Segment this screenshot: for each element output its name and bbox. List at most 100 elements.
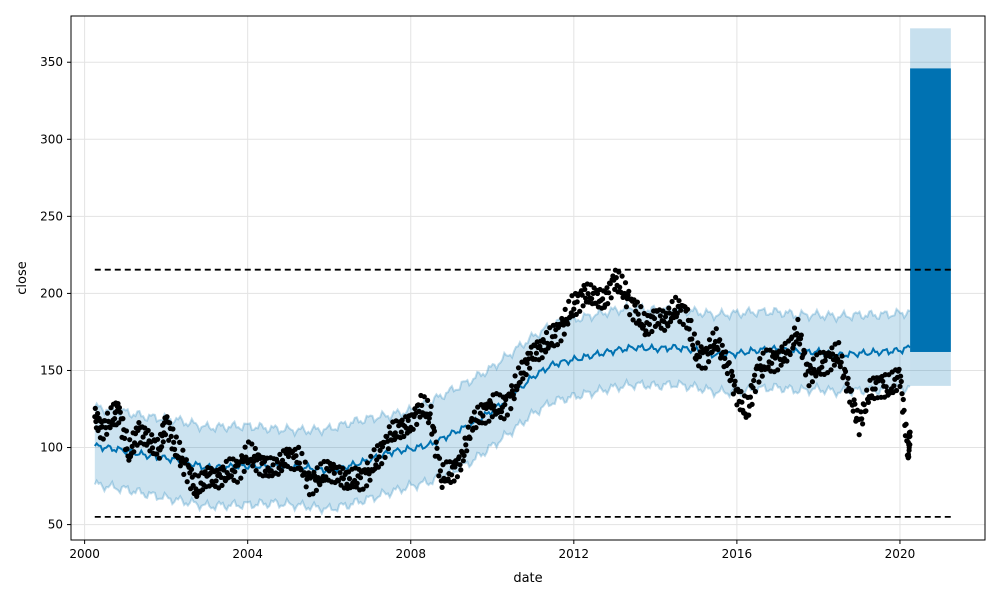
actual-point (170, 426, 176, 432)
actual-point (604, 285, 610, 291)
y-tick-label: 250 (40, 209, 63, 223)
actual-point (398, 429, 404, 435)
actual-point (729, 368, 735, 374)
actual-point (512, 373, 518, 379)
actual-point (560, 322, 567, 328)
actual-point (252, 445, 258, 452)
actual-point (729, 373, 736, 379)
actual-point (275, 471, 281, 477)
actual-point (154, 451, 160, 457)
actual-point (202, 469, 208, 475)
actual-point (810, 356, 816, 362)
actual-point (465, 424, 471, 430)
actual-point (301, 470, 308, 476)
x-tick-label: 2000 (69, 547, 100, 561)
x-axis-label: date (513, 571, 542, 586)
actual-point (640, 323, 647, 329)
actual-point (752, 388, 759, 395)
actual-point (861, 402, 867, 408)
actual-point (463, 442, 469, 448)
actual-point (456, 454, 462, 460)
actual-point (524, 360, 530, 366)
actual-point (898, 373, 904, 379)
actual-point (662, 327, 668, 333)
actual-point (657, 313, 664, 319)
actual-point (739, 399, 745, 405)
actual-point (426, 415, 432, 421)
actual-point (486, 418, 492, 424)
actual-point (385, 446, 391, 452)
actual-point (845, 375, 851, 381)
actual-point (651, 315, 658, 322)
actual-point (613, 275, 619, 281)
actual-point (899, 391, 905, 397)
y-tick-label: 350 (40, 55, 63, 69)
actual-point (279, 457, 286, 463)
actual-point (872, 386, 878, 392)
actual-point (724, 370, 731, 377)
actual-point (504, 412, 510, 418)
actual-point (819, 364, 825, 370)
actual-point (893, 387, 900, 394)
actual-point (177, 439, 183, 445)
actual-point (379, 444, 386, 450)
actual-point (891, 383, 897, 389)
actual-point (172, 446, 178, 452)
actual-point (296, 460, 302, 466)
actual-point (607, 281, 613, 287)
actual-point (769, 360, 775, 366)
actual-point (234, 479, 240, 485)
actual-point (177, 463, 183, 469)
actual-point (364, 460, 370, 466)
actual-point (238, 475, 244, 481)
actual-point (340, 465, 346, 471)
actual-point (181, 471, 187, 477)
actual-point (626, 288, 632, 294)
actual-point (354, 480, 360, 486)
actual-point (124, 446, 130, 452)
actual-point (674, 310, 680, 317)
actual-point (713, 326, 719, 332)
actual-point (527, 365, 533, 371)
actual-point (515, 365, 522, 371)
actual-point (831, 362, 838, 368)
actual-point (606, 290, 612, 296)
actual-point (439, 484, 445, 490)
actual-point (844, 381, 850, 387)
actual-point (837, 364, 843, 370)
actual-point (270, 462, 276, 468)
actual-point (608, 295, 614, 301)
actual-point (508, 406, 514, 412)
actual-point (93, 418, 99, 425)
actual-point (431, 428, 437, 434)
actual-point (543, 329, 550, 336)
actual-point (371, 447, 377, 453)
actual-point (880, 378, 886, 384)
actual-point (451, 478, 457, 484)
actual-point (303, 484, 309, 490)
actual-point (122, 435, 128, 441)
actual-point (461, 452, 467, 459)
x-tick-label: 2012 (559, 547, 590, 561)
actual-point (115, 401, 121, 407)
actual-point (488, 400, 494, 406)
actual-point (392, 430, 398, 436)
actual-point (403, 425, 409, 431)
actual-point (436, 473, 442, 479)
actual-points (92, 267, 913, 499)
actual-point (677, 319, 683, 325)
actual-point (449, 472, 455, 478)
actual-point (155, 436, 161, 442)
actual-point (619, 273, 625, 279)
actual-point (460, 458, 466, 464)
actual-point (822, 357, 828, 364)
actual-point (436, 455, 443, 461)
actual-point (625, 292, 631, 298)
actual-point (678, 307, 684, 313)
actual-point (860, 421, 866, 427)
actual-point (856, 432, 862, 438)
y-tick-label: 100 (40, 441, 63, 455)
actual-point (676, 298, 682, 304)
actual-point (162, 432, 169, 438)
actual-point (440, 462, 446, 468)
